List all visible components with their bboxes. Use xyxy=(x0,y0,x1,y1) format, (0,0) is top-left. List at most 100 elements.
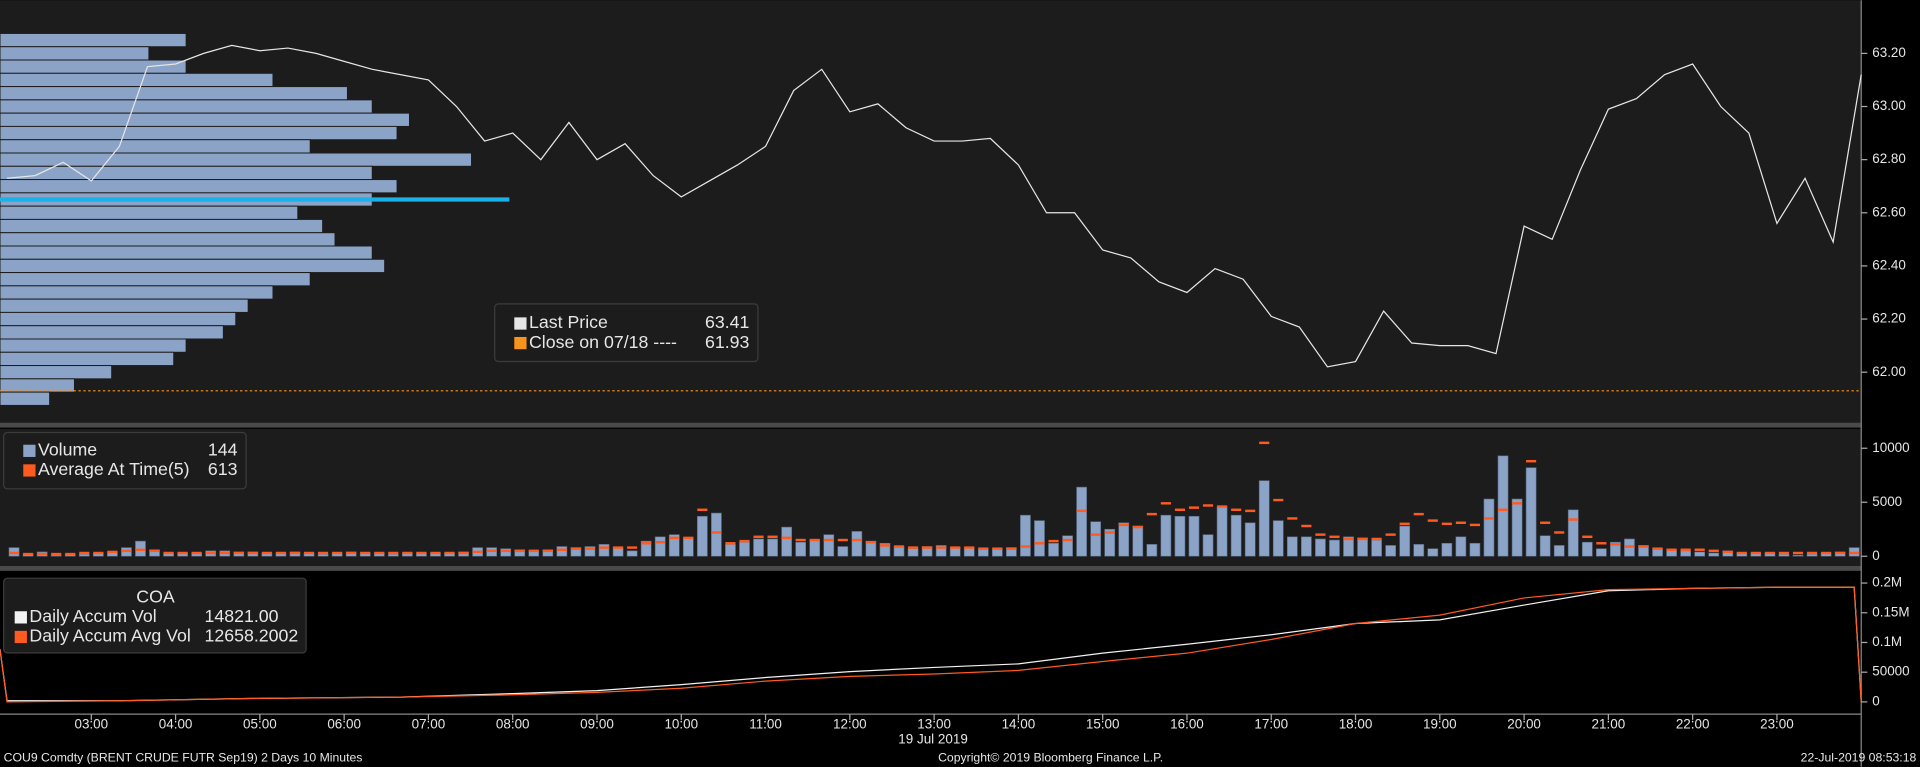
average-dash xyxy=(1764,551,1775,555)
legend-label: Daily Accum Avg Vol xyxy=(29,626,190,646)
average-dash xyxy=(1512,502,1523,505)
average-dash xyxy=(486,549,497,553)
x-tick-label: 20:00 xyxy=(1507,717,1541,732)
y-tick-label: 63.20 xyxy=(1872,45,1906,60)
y-tick-label: 62.40 xyxy=(1872,257,1906,272)
average-dash xyxy=(1722,550,1733,554)
average-dash xyxy=(1441,522,1452,526)
average-dash xyxy=(992,547,1003,550)
profile-bar xyxy=(0,72,274,88)
average-dash xyxy=(823,538,834,542)
legend-label: Last Price xyxy=(529,312,608,332)
average-dash xyxy=(346,551,357,555)
average-dash xyxy=(472,550,483,554)
volume-bar xyxy=(1076,486,1087,557)
volume-bar xyxy=(1230,514,1242,557)
volume-bar xyxy=(1497,455,1509,557)
average-dash xyxy=(1792,551,1804,555)
x-tick-label: 10:00 xyxy=(664,717,698,732)
volume-bar xyxy=(1708,552,1720,557)
x-tick-label: 18:00 xyxy=(1339,717,1373,732)
average-dash xyxy=(1540,521,1551,524)
y-tick-label: 62.60 xyxy=(1872,204,1906,219)
volume-bar xyxy=(949,547,961,557)
volume-bar xyxy=(851,531,863,557)
volume-bar xyxy=(50,554,62,557)
volume-bar xyxy=(640,540,652,557)
footer-timestamp: 22-Jul-2019 08:53:18 xyxy=(1801,750,1917,764)
volume-bar xyxy=(907,548,919,557)
x-tick-label: 17:00 xyxy=(1254,717,1288,732)
volume-panel xyxy=(0,428,1862,566)
average-dash xyxy=(1385,533,1396,536)
legend-box xyxy=(3,431,247,490)
average-dash xyxy=(1146,512,1157,516)
volume-bar xyxy=(1188,515,1200,557)
volume-bar xyxy=(1371,539,1382,557)
average-dash xyxy=(1371,537,1382,541)
average-dash xyxy=(964,546,975,549)
average-dash xyxy=(191,551,202,555)
volume-bar xyxy=(584,546,596,557)
y-tick-label: 0.2M xyxy=(1872,575,1902,590)
average-dash xyxy=(107,550,118,554)
average-dash xyxy=(1231,508,1242,512)
volume-bar xyxy=(1216,506,1228,557)
volume-bar xyxy=(1469,542,1481,557)
volume-bar xyxy=(823,534,835,557)
profile-bar xyxy=(0,391,51,406)
volume-bar xyxy=(1385,545,1397,557)
legend-label: Close on 07/18 ---- xyxy=(529,332,677,352)
legend-value: 12658.2002 xyxy=(204,626,298,646)
volume-bar xyxy=(500,548,512,557)
average-dash xyxy=(1188,506,1200,509)
legend-value: 63.41 xyxy=(705,312,749,332)
average-dash xyxy=(1736,551,1747,555)
average-dash xyxy=(275,551,286,555)
volume-bar xyxy=(1357,537,1368,557)
average-dash xyxy=(767,535,778,539)
profile-bar xyxy=(0,285,274,300)
volume-bar xyxy=(1427,548,1439,557)
legend-box xyxy=(3,577,307,654)
volume-bar xyxy=(935,545,947,557)
volume-bar xyxy=(963,547,975,557)
average-dash xyxy=(655,540,666,544)
average-dash xyxy=(1652,547,1663,550)
average-dash xyxy=(781,536,792,540)
average-dash xyxy=(1062,538,1073,542)
y-tick-label: 0.15M xyxy=(1872,604,1909,619)
volume-bar xyxy=(1792,554,1804,557)
legend-swatch xyxy=(514,317,527,330)
legend-swatch xyxy=(23,444,36,457)
legend-value: 613 xyxy=(208,459,238,479)
legend-swatch xyxy=(14,611,27,624)
profile-bar xyxy=(0,112,410,127)
average-dash xyxy=(1174,508,1186,512)
volume-bar xyxy=(1329,539,1340,557)
profile-bar xyxy=(0,311,237,327)
legend-label: Daily Accum Vol xyxy=(29,606,156,626)
volume-bar xyxy=(1020,514,1031,557)
volume-bar xyxy=(725,544,736,557)
average-dash xyxy=(528,549,539,553)
volume-bar xyxy=(1806,553,1818,557)
legend-value: 14821.00 xyxy=(204,606,278,626)
y-tick-label: 62.00 xyxy=(1872,364,1906,379)
volume-bar xyxy=(1525,467,1537,557)
x-tick-label: 16:00 xyxy=(1170,717,1204,732)
x-tick-label: 21:00 xyxy=(1592,717,1626,732)
x-tick-label: 12:00 xyxy=(833,717,867,732)
average-dash xyxy=(1497,508,1509,512)
volume-bar xyxy=(1132,525,1144,557)
profile-bar xyxy=(0,351,175,367)
average-dash xyxy=(1104,531,1115,534)
average-dash xyxy=(93,551,104,555)
average-dash xyxy=(233,551,244,555)
volume-bar xyxy=(556,546,568,557)
profile-bar xyxy=(0,125,398,141)
average-dash xyxy=(739,539,750,543)
y-tick-label: 62.20 xyxy=(1872,311,1906,326)
x-tick-label: 09:00 xyxy=(580,717,614,732)
average-dash xyxy=(613,546,624,549)
